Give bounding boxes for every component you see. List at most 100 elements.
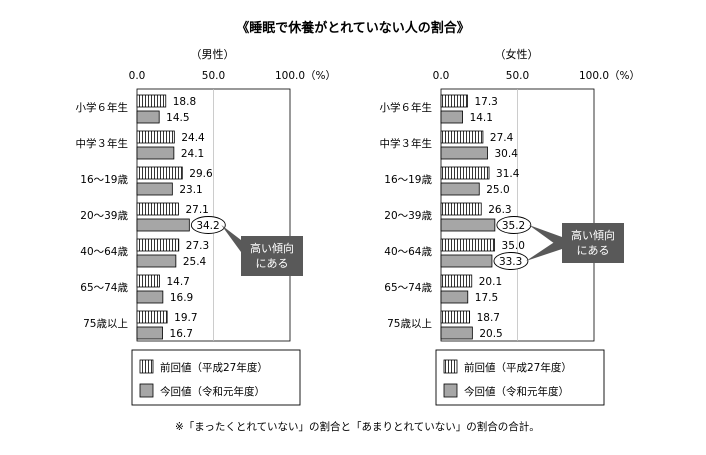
highlight-ellipse — [496, 216, 532, 234]
bar-previous — [440, 130, 484, 144]
bar-previous — [440, 94, 468, 108]
bar-current — [136, 218, 190, 232]
bar-current — [136, 254, 177, 268]
bar-previous — [136, 166, 183, 180]
bar-current — [440, 326, 473, 340]
category-label: 40～64歳 — [384, 246, 432, 258]
category-label: 20～39歳 — [384, 210, 432, 222]
data-label: 14.1 — [470, 112, 493, 124]
data-label: 35.0 — [502, 240, 525, 252]
legend: 前回値（平成27年度） 今回値（令和元年度） — [131, 349, 301, 406]
bar-current — [136, 326, 163, 340]
data-label: 23.1 — [179, 184, 202, 196]
highlight-ellipse — [493, 252, 529, 270]
data-label: 33.3 — [499, 256, 522, 268]
data-label: 20.1 — [479, 276, 502, 288]
x-tick-label: 0.0 — [433, 70, 450, 82]
highlight-ellipse — [190, 216, 226, 234]
data-label: 16.7 — [170, 328, 193, 340]
category-label: 中学３年生 — [380, 137, 433, 150]
data-label: 26.3 — [488, 204, 511, 216]
data-label: 24.1 — [181, 148, 204, 160]
bar-current — [440, 290, 469, 304]
category-label: 20～39歳 — [80, 210, 128, 222]
legend-swatch-previous — [139, 359, 154, 374]
bar-current — [136, 110, 160, 124]
bar-previous — [136, 130, 175, 144]
bar-previous — [136, 274, 160, 288]
data-label: 25.4 — [183, 256, 207, 268]
legend-swatch-previous — [443, 359, 458, 374]
category-label: 小学６年生 — [76, 101, 129, 114]
data-label: 14.5 — [166, 112, 189, 124]
callout-text: にある — [256, 257, 289, 270]
bar-current — [136, 146, 175, 160]
data-label: 18.7 — [477, 312, 500, 324]
data-label: 17.3 — [474, 96, 497, 108]
data-label: 17.5 — [475, 292, 498, 304]
female-panel: （女性） 0.0 50.0 100.0 （%） 小学６年生 17.3 14.1 中学３年生 27.… — [380, 47, 640, 406]
category-label: 65～74歳 — [80, 282, 128, 294]
legend-frame — [435, 349, 605, 406]
callout-text: 高い傾向 — [571, 228, 615, 242]
legend-label: 今回値（令和元年度） — [160, 385, 265, 398]
bar-previous — [136, 310, 168, 324]
x-axis-unit: （%） — [609, 70, 640, 82]
category-label: 40～64歳 — [80, 246, 128, 258]
category-label: 16～19歳 — [80, 174, 128, 186]
bar-previous — [136, 94, 167, 108]
data-label: 27.1 — [185, 204, 208, 216]
x-tick-label: 0.0 — [129, 70, 146, 82]
bar-previous — [136, 238, 180, 252]
bar-current — [440, 146, 488, 160]
data-label: 35.2 — [502, 220, 525, 232]
bar-current — [440, 218, 496, 232]
data-label: 31.4 — [496, 168, 520, 180]
x-tick-label: 100.0 — [579, 70, 609, 82]
x-axis-unit: （%） — [305, 70, 336, 82]
data-label: 25.0 — [486, 184, 509, 196]
category-label: 75歳以上 — [387, 318, 432, 330]
male-panel: （男性） 0.0 50.0 100.0 （%） 小学６年生 18.8 14.5 中学３年生 24.… — [76, 47, 336, 406]
bar-previous — [440, 166, 490, 180]
bar-previous — [440, 274, 473, 288]
legend-label: 今回値（令和元年度） — [464, 385, 569, 398]
legend-label: 前回値（平成27年度） — [160, 361, 268, 374]
footnote: ※「まったくとれていない」の割合と「あまりとれていない」の割合の合計。 — [175, 420, 540, 433]
data-label: 27.4 — [490, 132, 514, 144]
panel-label: （女性） — [495, 47, 539, 61]
x-tick-label: 50.0 — [202, 70, 225, 82]
callout-pointer — [528, 225, 562, 249]
legend-frame — [131, 349, 301, 406]
bar-current — [136, 182, 173, 196]
category-label: 小学６年生 — [380, 101, 433, 114]
data-label: 27.3 — [186, 240, 209, 252]
data-label: 24.4 — [181, 132, 205, 144]
data-label: 19.7 — [174, 312, 197, 324]
callout-text: 高い傾向 — [250, 241, 294, 255]
bar-previous — [136, 202, 179, 216]
legend-label: 前回値（平成27年度） — [464, 361, 572, 374]
data-label: 14.7 — [166, 276, 189, 288]
panel-label: （男性） — [191, 47, 235, 61]
category-label: 75歳以上 — [83, 318, 128, 330]
callout-pointer — [525, 237, 562, 261]
callout-text: にある — [577, 244, 610, 257]
legend-swatch-current — [443, 383, 458, 398]
legend: 前回値（平成27年度） 今回値（令和元年度） — [435, 349, 605, 406]
data-label: 34.2 — [196, 220, 219, 232]
data-label: 20.5 — [479, 328, 502, 340]
category-label: 16～19歳 — [384, 174, 432, 186]
chart-title: 《睡眠で休養がとれていない人の割合》 — [236, 20, 470, 36]
data-label: 18.8 — [173, 96, 196, 108]
data-label: 29.6 — [189, 168, 213, 180]
callout-background — [241, 236, 303, 276]
bar-current — [440, 254, 493, 268]
x-tick-label: 50.0 — [506, 70, 529, 82]
bar-current — [440, 110, 463, 124]
legend-swatch-current — [139, 383, 154, 398]
callout-background — [562, 223, 624, 263]
